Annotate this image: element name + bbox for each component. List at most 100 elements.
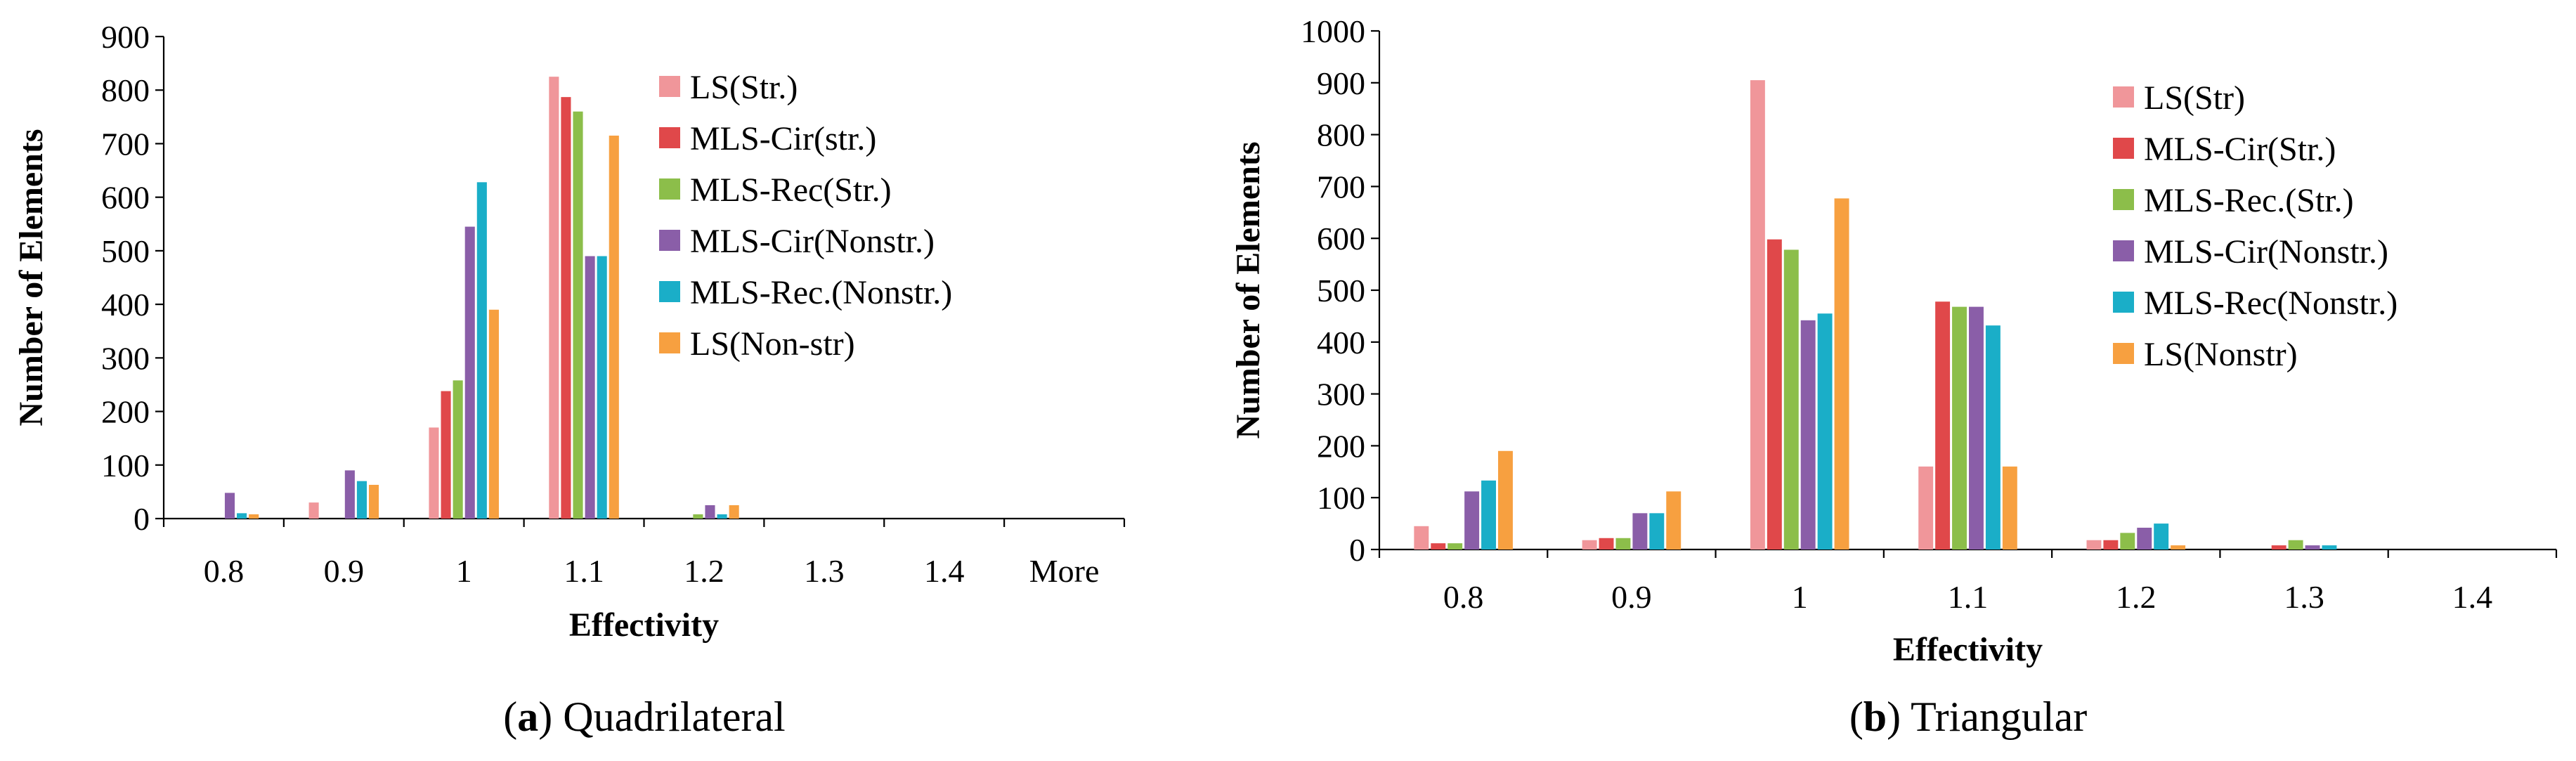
caption: (a) Quadrilateral [503,694,785,740]
caption-letter: a [517,694,538,740]
legend-label: MLS-Rec(Nonstr.) [2144,285,2398,322]
x-axis-title: Effectivity [1893,631,2043,668]
y-tick-label: 500 [101,233,150,269]
x-tick-label: 1 [1792,579,1808,615]
bar [561,97,571,519]
bar [1582,540,1597,549]
bar [488,309,499,519]
y-tick-label: 100 [1317,480,1365,516]
bar [1969,306,1984,549]
y-tick-label: 700 [101,126,150,162]
bar [1615,538,1631,549]
bar [441,391,451,519]
y-tick-label: 500 [1317,273,1365,308]
bar [249,514,259,519]
y-tick-label: 800 [101,72,150,108]
bar [2103,540,2119,549]
bar [2154,523,2169,549]
bar [585,256,595,519]
legend-swatch [659,76,680,97]
bar [1448,543,1463,549]
legend-swatch [659,178,680,200]
bar [1985,325,2001,549]
bar [356,481,367,519]
legend-label: MLS-Rec.(Str.) [2144,182,2354,219]
bar [597,256,607,519]
bar [1952,306,1967,549]
y-tick-label: 200 [101,394,150,430]
bar [1464,491,1480,549]
bar [1800,320,1816,549]
legend-swatch [2113,138,2134,159]
x-tick-label: 0.8 [204,553,245,589]
legend: LS(Str.) MLS-Cir(str.) MLS-Rec(Str.) MLS-Ci… [659,69,952,363]
bar [429,427,439,519]
x-tick-label: 1 [456,553,472,589]
caption-text: Triangular [1911,694,2087,740]
legend-label: LS(Str.) [690,69,798,106]
x-tick-label: 1.3 [2284,579,2324,615]
bar [1918,466,1934,549]
legend: LS(Str) MLS-Cir(Str.) MLS-Rec.(Str.) MLS-Ci… [2113,79,2398,373]
bar [2086,540,2102,549]
y-tick-label: 600 [1317,221,1365,256]
bar [1783,249,1799,549]
x-tick-label: 1.1 [1948,579,1989,615]
bar [224,493,235,519]
chart-b: 0 100 200 300 400 500 600 700 800 900 1000 0.8 0.9 1 1… [1230,13,2558,740]
legend-swatch [659,281,680,302]
y-tick-label: 100 [101,448,150,483]
bar [2305,545,2320,549]
y-tick-label: 900 [101,19,150,55]
y-axis-title: Number of Elements [1230,141,1267,438]
bar [2002,466,2017,549]
x-tick-label: 1.2 [2116,579,2157,615]
bar [237,513,247,519]
legend-label: LS(Non-str) [690,325,855,363]
bar [693,514,703,519]
bar [1817,313,1833,549]
y-tick-label: 400 [101,287,150,323]
x-tick-label: 1.1 [564,553,604,589]
legend-swatch [2113,343,2134,364]
x-tick-label: 0.9 [1611,579,1652,615]
bar [705,505,715,519]
y-tick-label: 400 [1317,325,1365,360]
y-tick-label: 1000 [1301,13,1365,49]
bar [464,226,475,519]
bar [1431,543,1446,549]
bar [2288,540,2303,549]
bar [573,111,583,519]
bar [2322,545,2337,549]
x-tick-label: 0.9 [324,553,365,589]
legend-label: MLS-Cir(Nonstr.) [2144,233,2388,271]
bar [609,136,619,519]
legend-label: MLS-Rec.(Nonstr.) [690,274,952,311]
bar [308,502,319,519]
caption-letter: b [1863,694,1887,740]
bar [1498,450,1513,549]
y-tick-label: 200 [1317,428,1365,464]
y-tick-label: 300 [101,340,150,376]
legend-swatch [2113,240,2134,261]
y-tick-label: 300 [1317,377,1365,412]
bar [729,505,739,519]
legend-swatch [659,332,680,353]
legend-swatch [2113,292,2134,313]
legend-swatch [2113,86,2134,108]
x-tick-label: More [1029,553,1100,589]
y-tick-label: 0 [134,501,150,537]
bar [1750,80,1765,550]
bar [453,380,463,519]
y-tick-label: 600 [101,180,150,216]
y-tick-label: 700 [1317,169,1365,204]
y-tick-label: 800 [1317,117,1365,153]
x-axis-title: Effectivity [569,606,719,644]
legend-label: MLS-Cir(Str.) [2144,131,2336,168]
y-tick-label: 900 [1317,65,1365,101]
bar [1481,480,1496,549]
bar [1414,526,1429,549]
bar [2137,528,2152,549]
legend-swatch [659,127,680,148]
y-axis-title: Number of Elements [13,129,50,426]
